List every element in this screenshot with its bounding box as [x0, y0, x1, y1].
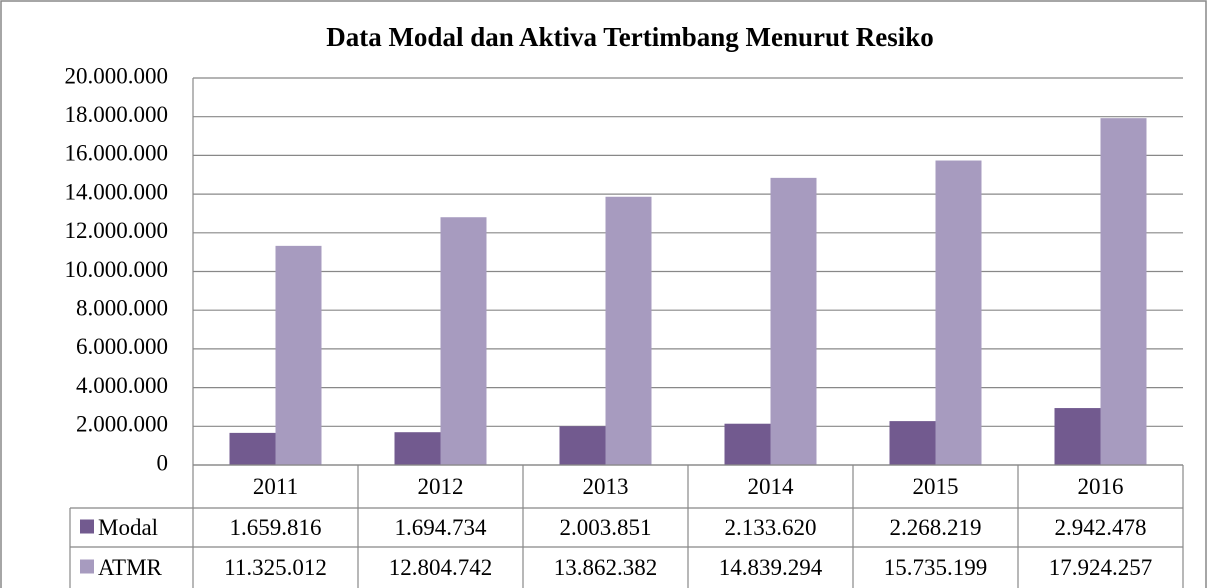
x-tick-label: 2011	[253, 474, 298, 499]
table-value: 2.942.478	[1055, 515, 1147, 540]
y-tick-label: 10.000.000	[65, 257, 169, 282]
bar	[1100, 118, 1147, 466]
table-value: 1.694.734	[395, 515, 488, 540]
table-value: 15.735.199	[884, 555, 988, 580]
table-value: 1.659.816	[230, 515, 322, 540]
legend-key	[80, 519, 94, 534]
y-tick-label: 0	[157, 450, 169, 475]
bar	[559, 426, 606, 465]
y-tick-label: 16.000.000	[65, 141, 169, 166]
table-value: 14.839.294	[719, 555, 823, 580]
legend-key	[80, 559, 94, 574]
bar	[394, 432, 441, 465]
bar	[275, 245, 322, 465]
legend-label: Modal	[98, 515, 158, 540]
bar	[229, 432, 276, 465]
y-tick-label: 18.000.000	[65, 102, 169, 127]
bar	[935, 160, 982, 465]
bar	[724, 423, 771, 465]
y-tick-label: 6.000.000	[76, 334, 168, 359]
y-tick-label: 8.000.000	[76, 295, 168, 320]
table-value: 13.862.382	[554, 555, 658, 580]
bar	[605, 196, 652, 465]
y-tick-label: 12.000.000	[65, 218, 169, 243]
x-tick-label: 2015	[913, 474, 959, 499]
x-tick-label: 2016	[1078, 474, 1124, 499]
y-tick-label: 20.000.000	[65, 63, 169, 88]
table-value: 2.003.851	[560, 515, 652, 540]
table-value: 17.924.257	[1049, 555, 1153, 580]
table-value: 12.804.742	[389, 555, 493, 580]
bar	[1054, 408, 1101, 465]
table-value: 2.133.620	[725, 515, 817, 540]
chart-title: Data Modal dan Aktiva Tertimbang Menurut…	[326, 22, 934, 52]
x-tick-label: 2012	[418, 474, 464, 499]
y-tick-label: 2.000.000	[76, 412, 168, 437]
bar	[889, 421, 936, 465]
bar	[770, 177, 817, 465]
table-value: 11.325.012	[224, 555, 327, 580]
y-tick-label: 4.000.000	[76, 373, 168, 398]
y-tick-label: 14.000.000	[65, 179, 169, 204]
bar	[440, 217, 487, 465]
x-tick-label: 2013	[583, 474, 629, 499]
legend-label: ATMR	[98, 555, 163, 580]
x-tick-label: 2014	[748, 474, 795, 499]
table-value: 2.268.219	[890, 515, 982, 540]
